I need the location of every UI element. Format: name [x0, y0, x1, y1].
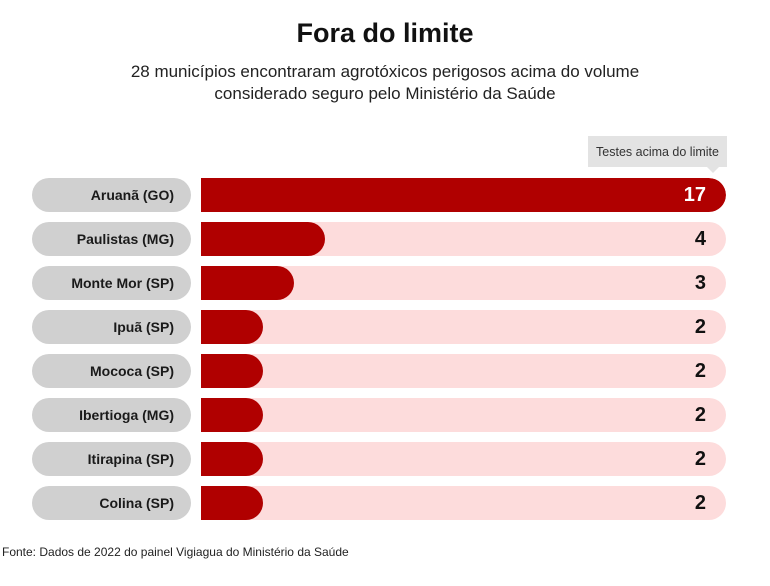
category-label: Mococa (SP) [32, 354, 191, 388]
bar [201, 442, 263, 476]
bar-row: Mococa (SP) 2 [0, 354, 770, 388]
bar [201, 310, 263, 344]
bar-row: Aruanã (GO) 17 [0, 178, 770, 212]
category-label: Itirapina (SP) [32, 442, 191, 476]
bar-track: 17 [201, 178, 726, 212]
category-label: Colina (SP) [32, 486, 191, 520]
chart-subtitle: 28 municípios encontraram agrotóxicos pe… [130, 62, 640, 103]
bar-value-label: 3 [694, 272, 706, 294]
bar [201, 486, 263, 520]
bar [201, 266, 294, 300]
bar-value-label: 4 [694, 228, 706, 250]
bar-row: Itirapina (SP) 2 [0, 442, 770, 476]
category-label: Ibertioga (MG) [32, 398, 191, 432]
bar-track: 3 [201, 266, 726, 300]
bar-row: Paulistas (MG) 4 [0, 222, 770, 256]
bar-value-label: 17 [683, 184, 706, 206]
bar-track: 4 [201, 222, 726, 256]
category-label: Monte Mor (SP) [32, 266, 191, 300]
bar [201, 398, 263, 432]
bar-track: 2 [201, 310, 726, 344]
value-label-tooltip: Testes acima do limite [588, 136, 727, 173]
bar-track: 2 [201, 398, 726, 432]
source-note: Fonte: Dados de 2022 do painel Vigiagua … [2, 545, 349, 559]
bar-value-label: 2 [694, 404, 706, 426]
bar-row: Ibertioga (MG) 2 [0, 398, 770, 432]
bar-row: Ipuã (SP) 2 [0, 310, 770, 344]
bar-value-label: 2 [694, 360, 706, 382]
bar-row: Monte Mor (SP) 3 [0, 266, 770, 300]
bar-row: Colina (SP) 2 [0, 486, 770, 520]
chart-title: Fora do limite [296, 18, 474, 48]
bar [201, 178, 726, 212]
bar-value-label: 2 [694, 448, 706, 470]
bar-value-label: 2 [694, 316, 706, 338]
bar-value-label: 2 [694, 492, 706, 514]
bar-track: 2 [201, 442, 726, 476]
bar [201, 354, 263, 388]
category-label: Ipuã (SP) [32, 310, 191, 344]
bar-track: 2 [201, 354, 726, 388]
category-label: Paulistas (MG) [32, 222, 191, 256]
bar-track: 2 [201, 486, 726, 520]
category-label: Aruanã (GO) [32, 178, 191, 212]
bar [201, 222, 325, 256]
